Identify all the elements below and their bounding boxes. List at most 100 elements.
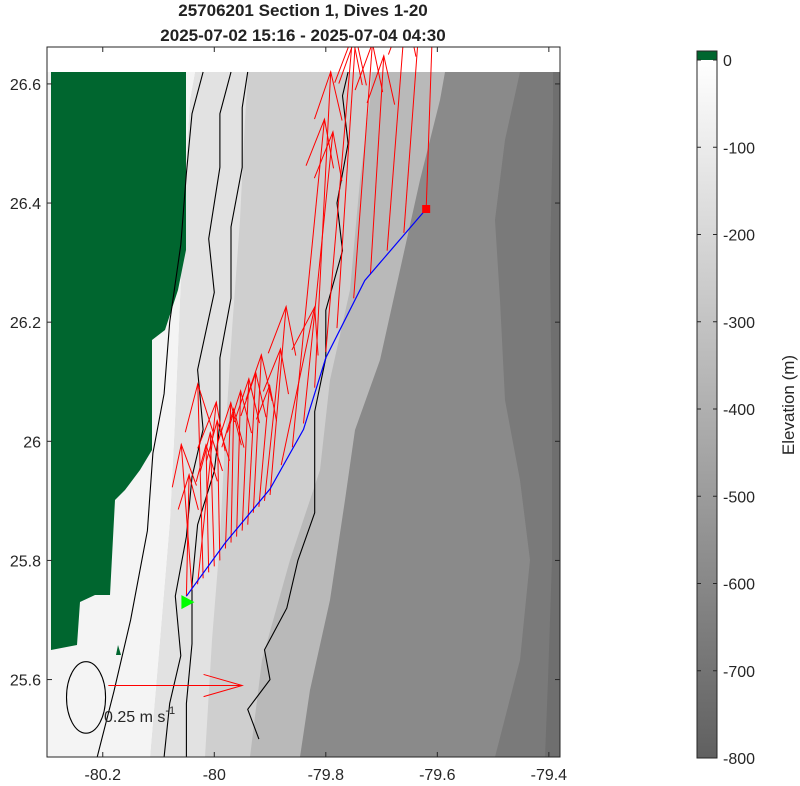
current-vector-20 — [313, 69, 343, 388]
current-vector-19-head — [313, 130, 343, 182]
current-vector-4-shaft — [197, 383, 204, 579]
current-vectors — [171, 47, 433, 597]
y-tick-label-3: 26 — [23, 434, 41, 451]
scale-arrow-label-superscript: -1 — [165, 705, 175, 717]
current-vector-5-head — [195, 442, 218, 482]
current-vector-3-head — [197, 400, 226, 452]
current-vector-25-shaft — [386, 47, 404, 251]
title-line-2: 2025-07-02 15:16 - 2025-07-04 04:30 — [160, 26, 445, 45]
current-vector-13 — [245, 353, 273, 513]
current-vector-9-head — [221, 407, 245, 448]
y-tick-label-1: 25.6 — [10, 673, 41, 690]
scale-arrow-vector — [108, 673, 244, 698]
current-vector-6-head — [199, 430, 223, 472]
current-vector-6-shaft — [209, 432, 215, 567]
current-vector-26-shaft — [403, 47, 419, 233]
colorbar-gradient — [697, 60, 717, 758]
current-vector-24-head — [366, 53, 396, 105]
isobath-loop — [65, 661, 107, 734]
colorbar-land-swatch — [697, 51, 717, 60]
current-vector-15 — [262, 347, 289, 501]
current-vector-19 — [303, 130, 343, 424]
land-area — [51, 72, 186, 650]
plot-frame — [46, 46, 561, 758]
scale-arrow-label: 0.25 m s-1 — [104, 705, 175, 726]
current-vector-20-shaft — [314, 71, 332, 388]
current-vector-7-head — [205, 418, 231, 462]
colorbar-tick-label-6: -500 — [723, 489, 755, 506]
current-vector-22-shaft — [336, 47, 356, 329]
current-vector-21 — [325, 47, 363, 352]
current-vector-5-shaft — [205, 444, 210, 573]
current-vector-16-shaft — [269, 306, 287, 495]
current-vector-2-shaft — [180, 444, 193, 591]
current-vector-15-shaft — [263, 348, 282, 501]
x-tick-label-2: -80 — [203, 767, 226, 784]
x-tick-label-3: -79.8 — [308, 767, 345, 784]
current-vector-4-head — [184, 382, 214, 433]
current-vector-16 — [267, 304, 297, 495]
colorbar-tick-label-1: 0 — [723, 53, 732, 70]
current-vector-23-head — [354, 47, 384, 93]
isobath-line-1 — [96, 71, 204, 757]
current-vector-13-head — [245, 353, 273, 402]
colorbar-tick-label-5: -400 — [723, 402, 755, 419]
current-vector-11-shaft — [241, 378, 250, 531]
scale-arrow: 0.25 m s-1 — [104, 673, 244, 726]
current-vector-23-shaft — [353, 47, 373, 299]
x-tick-label-4: -79.6 — [419, 767, 456, 784]
current-vector-10 — [226, 388, 253, 537]
bathymetry-fill — [47, 47, 560, 757]
current-vector-2 — [171, 442, 197, 591]
x-tick-label-5: -79.4 — [531, 767, 568, 784]
track-line — [185, 208, 427, 597]
current-vector-15-head — [262, 347, 289, 395]
map-axes: -80.2 -80 -79.8 -79.6 -79.4 25.6 25.8 26 26.2 26… — [10, 46, 568, 784]
current-vector-8-head — [216, 400, 242, 446]
current-vector-8-shaft — [224, 402, 232, 549]
colorbar-tick-label-8: -700 — [723, 664, 755, 681]
current-vector-11 — [233, 376, 261, 531]
current-vector-19-shaft — [303, 131, 334, 424]
current-vector-27 — [425, 47, 433, 210]
current-vector-4 — [184, 382, 214, 579]
y-tick-label-2: 25.8 — [10, 553, 41, 570]
colorbar: 0 -100 -200 -300 -400 -500 -600 -700 -800 Elevat… — [696, 50, 798, 768]
current-vector-8 — [216, 400, 242, 549]
current-vector-12-shaft — [247, 372, 257, 525]
no-data-corner — [47, 47, 560, 72]
current-vector-16-head — [267, 304, 297, 356]
colorbar-tick-label-7: -600 — [723, 577, 755, 594]
current-vector-23 — [353, 47, 384, 299]
current-vector-9-shaft — [230, 408, 235, 543]
colorbar-frame — [696, 50, 718, 759]
current-vector-27-shaft — [425, 47, 433, 210]
current-vector-13-shaft — [252, 354, 262, 513]
current-vector-24-shaft — [369, 55, 385, 275]
current-vector-20-head — [313, 69, 343, 121]
current-vector-11-head — [233, 376, 261, 424]
scale-arrow-vector-head — [203, 673, 244, 698]
track-start-marker — [181, 595, 195, 610]
current-vector-9 — [221, 407, 245, 543]
current-vector-14-shaft — [258, 385, 271, 507]
y-tick-label-4: 26.2 — [10, 315, 41, 332]
bathymetry-band-deepest — [495, 72, 560, 757]
current-vector-2-head — [171, 442, 197, 488]
land-islet — [116, 645, 121, 655]
y-tick-label-6: 26.6 — [10, 77, 41, 94]
current-vector-1-head — [177, 472, 199, 511]
current-vector-21-shaft — [325, 47, 353, 352]
colorbar-tick-label-3: -200 — [723, 228, 755, 245]
colorbar-tick-label-2: -100 — [723, 140, 755, 157]
current-vector-10-shaft — [236, 390, 242, 537]
bathymetry-band-deep — [300, 72, 560, 757]
y-axis-ticks: 25.6 25.8 26 26.2 26.4 26.6 — [10, 77, 560, 690]
x-axis-ticks: -80.2 -80 -79.8 -79.6 -79.4 — [85, 47, 568, 784]
current-vector-26 — [403, 47, 419, 233]
bathymetry-band-east — [545, 72, 560, 757]
isobath-line-4 — [247, 71, 349, 740]
current-vector-18-shaft — [291, 119, 325, 448]
current-vector-10-head — [226, 388, 253, 434]
